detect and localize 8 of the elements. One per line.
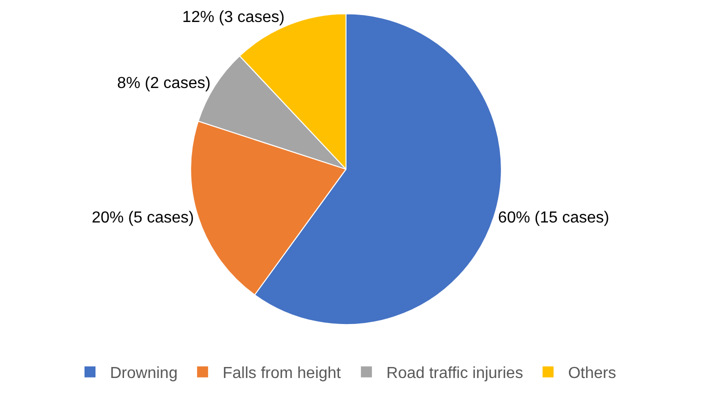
data-label: 20% (5 cases) <box>92 210 194 227</box>
legend-label: Road traffic injuries <box>386 365 524 382</box>
data-label: 8% (2 cases) <box>117 74 211 92</box>
data-label: 12% (3 cases) <box>182 8 285 26</box>
data-label: 60% (15 cases) <box>498 210 610 227</box>
legend-label: Falls from height <box>222 365 342 382</box>
legend-label: Drowning <box>110 365 178 382</box>
legend-label: Others <box>568 365 616 382</box>
